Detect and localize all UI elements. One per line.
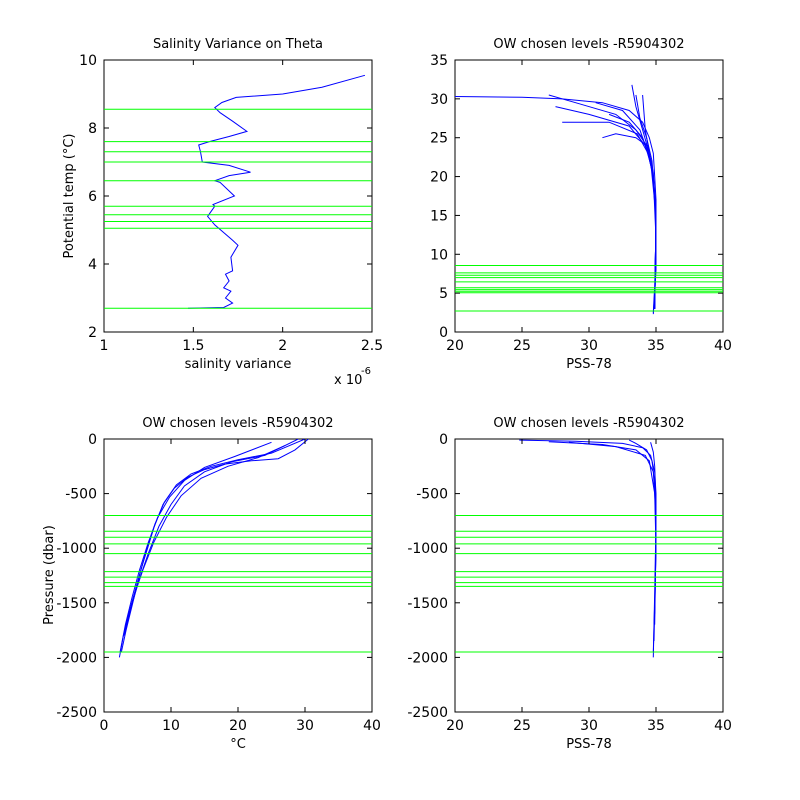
y-tick-label: -1000: [407, 541, 448, 557]
x-tick-label: 35: [647, 718, 665, 734]
subplot-4: 20 25 30 35 40 -2500 -2000 -1500 -1000 -500 0 OW ch…: [407, 416, 732, 752]
x-tick-label: 40: [363, 718, 381, 734]
y-tick-label: 5: [439, 286, 448, 302]
y-tick-label: -500: [416, 487, 448, 503]
subplot-2: 20 25 30 35 40 0 5 10 15 20 25 30 35 OW chosen levels…: [430, 37, 732, 372]
x-tick-label: 20: [446, 718, 464, 734]
x-tick-label: 1.5: [182, 338, 204, 354]
y-tick-label: 30: [430, 92, 448, 108]
y-tick-label: -1000: [56, 541, 97, 557]
y-tick-label: 15: [430, 208, 448, 224]
x-tick-label: 20: [446, 338, 464, 354]
profile-line-4: [125, 445, 286, 625]
axes-frame: [454, 438, 724, 713]
y-tick-label: 10: [430, 247, 448, 263]
y-tick-label: 0: [88, 432, 97, 448]
y-axis-label: Potential temp (°C): [62, 134, 77, 259]
profile-line-1: [187, 74, 366, 309]
y-tick-label: 0: [439, 325, 448, 341]
x-exponent-label: x 10: [334, 373, 362, 388]
x-tick-label: 30: [580, 338, 598, 354]
axes-frame: [454, 59, 724, 333]
y-tick-label: 6: [88, 189, 97, 205]
profile-line-5: [119, 441, 272, 652]
profile-line-10: [635, 94, 657, 309]
y-tick-label: 35: [430, 53, 448, 69]
x-tick-label: 20: [229, 718, 247, 734]
y-tick-label: -2500: [407, 705, 448, 721]
x-tick-label: 40: [714, 338, 732, 354]
y-tick-label: 25: [430, 131, 448, 147]
y-tick-label: -2000: [407, 650, 448, 666]
plot-area: [104, 74, 372, 309]
x-tick-label: 25: [513, 718, 531, 734]
subplot-1: 1 1.5 2 2.5 2 4 6 8 10 Salinity Variance on Theta…: [62, 37, 383, 388]
axes-frame: [103, 59, 373, 333]
y-tick-label: -2500: [56, 705, 97, 721]
axes-frame: [103, 438, 373, 713]
x-axis-label: PSS-78: [566, 357, 612, 372]
y-tick-label: 2: [88, 325, 97, 341]
chart-title: OW chosen levels -R5904302: [493, 37, 684, 52]
plot-area: [455, 84, 723, 315]
y-tick-label: -1500: [407, 596, 448, 612]
x-tick-label: 1: [100, 338, 109, 354]
x-tick-label: 2: [278, 338, 287, 354]
plot-area: [104, 439, 372, 658]
chart-title: OW chosen levels -R5904302: [493, 416, 684, 431]
x-tick-label: 2.5: [361, 338, 383, 354]
y-tick-label: 10: [79, 53, 97, 69]
y-tick-label: -1500: [56, 596, 97, 612]
chart-title: OW chosen levels -R5904302: [142, 416, 333, 431]
plot-area: [455, 439, 723, 658]
subplot-3: 0 10 20 30 40 -2500 -2000 -1500 -1000 -500 0 OW cho…: [42, 416, 381, 752]
x-tick-label: 10: [162, 718, 180, 734]
x-exponent-power: -6: [361, 366, 371, 377]
x-tick-label: 25: [513, 338, 531, 354]
x-axis-label: °C: [230, 737, 246, 752]
chart-title: Salinity Variance on Theta: [153, 37, 323, 52]
x-tick-label: 35: [647, 338, 665, 354]
x-tick-label: 40: [714, 718, 732, 734]
y-tick-label: -2000: [56, 650, 97, 666]
x-axis-label: salinity variance: [185, 357, 292, 372]
y-tick-label: 20: [430, 170, 448, 186]
profile-line-5: [650, 442, 657, 614]
y-tick-label: -500: [65, 487, 97, 503]
x-tick-label: 30: [296, 718, 314, 734]
x-axis-label: PSS-78: [566, 737, 612, 752]
x-tick-label: 30: [580, 718, 598, 734]
y-axis-label: Pressure (dbar): [42, 525, 57, 625]
y-tick-label: 4: [88, 257, 97, 273]
y-tick-label: 8: [88, 121, 97, 137]
y-tick-label: 0: [439, 432, 448, 448]
x-tick-label: 0: [100, 718, 109, 734]
